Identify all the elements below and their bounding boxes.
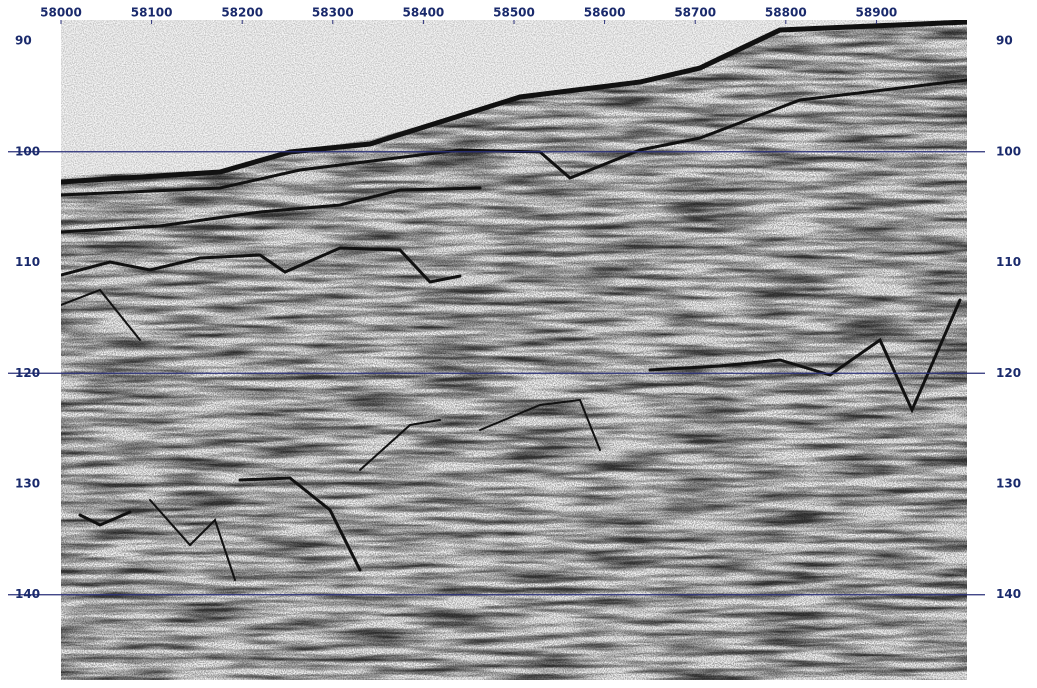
x-tick-label: 58800	[765, 6, 807, 20]
x-tick-label: 58600	[584, 6, 626, 20]
y-tick-label-right: 140	[996, 587, 1021, 601]
y-tick-label-right: 110	[996, 255, 1021, 269]
x-tick-label: 58700	[674, 6, 716, 20]
x-tick-label: 58300	[312, 6, 354, 20]
x-tick-label: 58200	[221, 6, 263, 20]
x-tick-label: 58900	[856, 6, 898, 20]
y-tick-label-right: 90	[996, 34, 1013, 48]
y-tick-label-right: 120	[996, 366, 1021, 380]
y-tick-label-right: 130	[996, 476, 1021, 490]
y-tick-label-right: 100	[996, 144, 1021, 158]
y-tick-label: 140	[15, 587, 40, 601]
page: {"chart_data": {"type": "seismic", "xlim…	[0, 0, 1037, 688]
x-tick-label: 58500	[493, 6, 535, 20]
x-tick-label: 58000	[40, 6, 82, 20]
x-tick-label: 58100	[131, 6, 173, 20]
y-tick-label: 90	[15, 34, 32, 48]
y-tick-label: 120	[15, 366, 40, 380]
x-tick-label: 58400	[403, 6, 445, 20]
y-tick-label: 110	[15, 255, 40, 269]
seismic-image	[61, 20, 967, 680]
y-tick-label: 130	[15, 476, 40, 490]
seismic-display: 58000 58100 58200 58300 58400 58500 58600 58700…	[0, 0, 1037, 688]
y-tick-label: 100	[15, 144, 40, 158]
